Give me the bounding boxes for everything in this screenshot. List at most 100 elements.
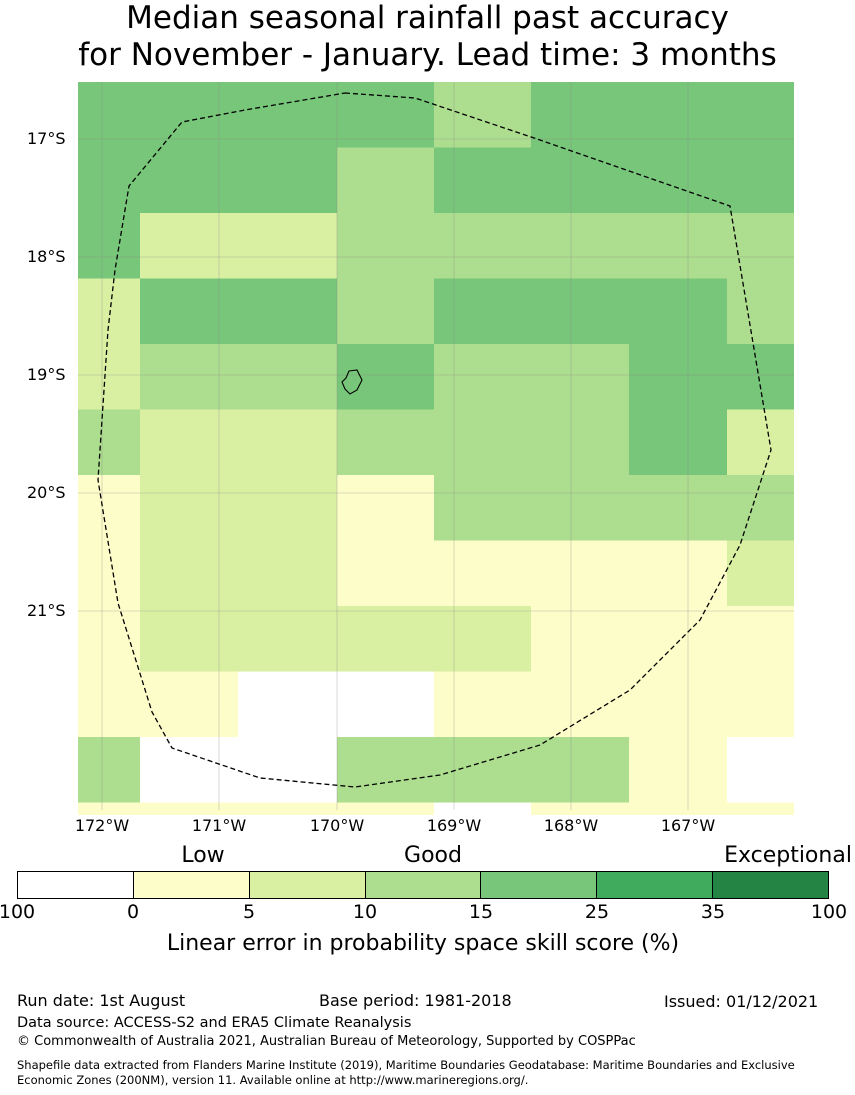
grid-cell: [140, 475, 238, 541]
grid-cell: [238, 213, 337, 279]
grid-cell: [434, 147, 531, 214]
grid-cell: [238, 344, 337, 410]
grid-cell: [337, 671, 434, 738]
grid-cell: [629, 737, 727, 803]
grid-cell: [140, 671, 238, 738]
colorbar-segment-3: [249, 872, 366, 898]
grid-cell: [531, 344, 629, 410]
colorbar-tick: 15: [468, 901, 494, 923]
grid-cell: [531, 671, 629, 738]
base-period: Base period: 1981-2018: [319, 991, 512, 1010]
grid-cell: [78, 344, 140, 410]
grid-cell: [434, 344, 531, 410]
grid-cell: [434, 278, 531, 345]
grid-cell: [140, 82, 238, 148]
grid-cell: [140, 540, 238, 607]
grid-cell: [531, 475, 629, 541]
lon-label-170w: 170°W: [309, 816, 365, 835]
grid-cell: [238, 540, 337, 607]
grid-cell: [531, 147, 629, 214]
grid-cell: [140, 802, 238, 815]
lat-label-19s: 19°S: [27, 365, 66, 384]
grid-cell: [727, 147, 794, 214]
data-source: Data source: ACCESS-S2 and ERA5 Climate …: [17, 1015, 412, 1031]
grid-cell: [531, 82, 629, 148]
grid-cell: [238, 82, 337, 148]
grid-cell: [78, 409, 140, 476]
copyright-notice: © Commonwealth of Australia 2021, Austra…: [17, 1034, 636, 1049]
grid-cell: [531, 213, 629, 279]
grid-cell: [337, 606, 434, 672]
grid-cell: [238, 671, 337, 738]
lat-label-17s: 17°S: [27, 129, 66, 148]
skill-score-map: [78, 82, 794, 815]
grid-cell: [434, 213, 531, 279]
grid-cell: [238, 278, 337, 345]
grid-cell: [238, 606, 337, 672]
grid-cell: [238, 802, 337, 815]
lon-label-172w: 172°W: [74, 816, 130, 835]
grid-cell: [337, 409, 434, 476]
grid-cell: [629, 606, 727, 672]
grid-cell: [629, 278, 727, 345]
colorbar-tick: 100: [0, 901, 36, 923]
colorbar-tick: 100: [810, 901, 848, 923]
grid-cell: [531, 409, 629, 476]
grid-cell: [337, 475, 434, 541]
grid-cell: [434, 606, 531, 672]
colorbar-segment-7: [713, 872, 829, 898]
grid-cell: [434, 82, 531, 148]
colorbar-tick: 5: [242, 901, 256, 923]
colorbar-segment-4: [365, 872, 482, 898]
grid-cell: [531, 737, 629, 803]
grid-cell: [140, 344, 238, 410]
graticule: [78, 82, 794, 810]
grid-cell: [238, 147, 337, 214]
grid-cell: [629, 409, 727, 476]
grid-cell: [434, 671, 531, 738]
lon-label-171w: 171°W: [191, 816, 247, 835]
grid-cell: [727, 802, 794, 815]
grid-cell: [238, 409, 337, 476]
grid-cell: [140, 147, 238, 214]
lat-label-18s: 18°S: [27, 247, 66, 266]
grid-cell: [629, 147, 727, 214]
lat-label-20s: 20°S: [27, 483, 66, 502]
lon-label-167w: 167°W: [660, 816, 716, 835]
colorbar-segment-6: [597, 872, 714, 898]
grid-cell: [78, 802, 140, 815]
grid-cell: [337, 344, 434, 410]
grid-cell: [337, 147, 434, 214]
grid-cell: [531, 278, 629, 345]
grid-cell: [78, 82, 140, 148]
grid-cell: [78, 475, 140, 541]
grid-cell: [727, 278, 794, 345]
niue-island-outline: [341, 369, 363, 395]
grid-cell: [337, 278, 434, 345]
colorbar-label: Linear error in probability space skill …: [166, 931, 680, 956]
colorbar: [17, 871, 829, 899]
shapefile-credit: Shapefile data extracted from Flanders M…: [17, 1058, 795, 1087]
grid-cell: [434, 475, 531, 541]
grid-cell: [337, 802, 434, 815]
grid-cell: [629, 213, 727, 279]
grid-cell: [78, 213, 140, 279]
grid-cell: [78, 278, 140, 345]
grid-cell: [629, 82, 727, 148]
grid-cell: [238, 737, 337, 803]
colorbar-segment-2: [133, 872, 250, 898]
colorbar-segment-5: [481, 872, 598, 898]
grid-cell: [727, 540, 794, 607]
legend-category-low: Low: [181, 843, 225, 868]
grid-cell: [531, 606, 629, 672]
grid-cell: [78, 147, 140, 214]
grid-cell: [629, 802, 727, 815]
grid-cell: [238, 475, 337, 541]
grid-cell: [531, 540, 629, 607]
grid-cell: [727, 606, 794, 672]
grid-cell: [337, 213, 434, 279]
grid-cell: [337, 737, 434, 803]
colorbar-tick: 35: [700, 901, 726, 923]
chart-title-line-1: Median seasonal rainfall past accuracy: [126, 0, 729, 36]
grid-cell: [434, 409, 531, 476]
